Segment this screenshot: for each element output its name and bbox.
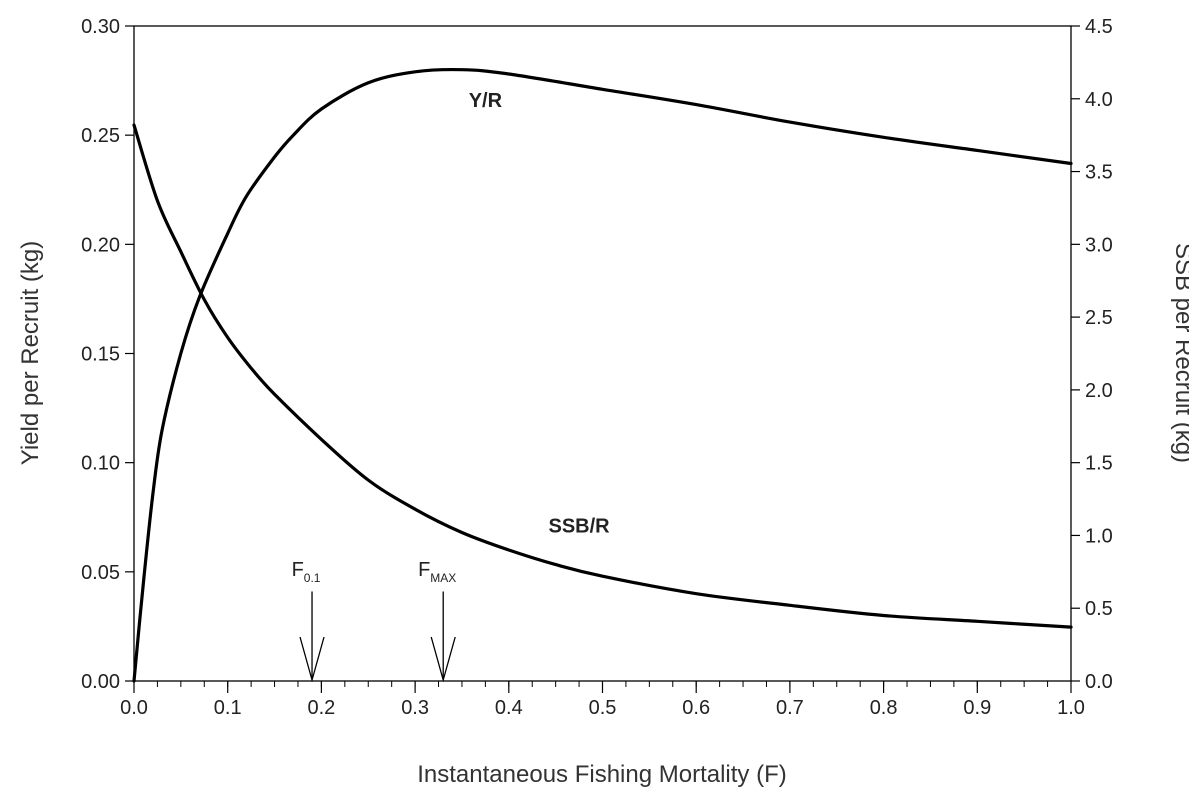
y-axis-title-right: SSB per Recruit (kg) [1170, 243, 1189, 463]
x-tick-label: 1.0 [1057, 697, 1085, 719]
y-left-tick-label: 0.15 [81, 344, 120, 366]
y-right-tick-label: 0.5 [1085, 598, 1113, 620]
y-right-tick-label: 2.5 [1085, 307, 1113, 329]
y-left-tick-label: 0.05 [81, 562, 120, 584]
y-right-tick-label: 4.0 [1085, 89, 1113, 111]
y-right-tick-label: 3.0 [1085, 234, 1113, 256]
arrow-head [299, 636, 325, 683]
ssbr-series-line [132, 123, 1073, 629]
y-left-tick-label: 0.25 [81, 125, 120, 147]
x-tick-label: 0.8 [870, 697, 898, 719]
f01-marker: F0.1 [292, 559, 325, 683]
reference-point-label: F0.1 [292, 559, 321, 585]
y-left-tick-label: 0.20 [81, 234, 120, 256]
ssbr-series-label: SSB/R [549, 516, 611, 538]
y-right-tick-label: 4.5 [1085, 16, 1113, 38]
x-tick-label: 0.1 [214, 697, 242, 719]
y-right-tick-label: 2.0 [1085, 380, 1113, 402]
y-right-tick-label: 1.0 [1085, 525, 1113, 547]
x-tick-label: 0.5 [589, 697, 617, 719]
y-right-tick-label: 1.5 [1085, 453, 1113, 475]
x-axis-title: Instantaneous Fishing Mortality (F) [417, 761, 786, 788]
x-tick-label: 0.0 [120, 697, 148, 719]
y-right-tick-label: 0.0 [1085, 671, 1113, 693]
y-left-tick-label: 0.00 [81, 671, 120, 693]
y-left-tick-label: 0.30 [81, 16, 120, 38]
y-left-tick-label: 0.10 [81, 453, 120, 475]
yr-series-label: Y/R [469, 90, 503, 112]
arrow-head [430, 636, 456, 683]
y-axis-title-left: Yield per Recruit (kg) [17, 241, 44, 466]
annotations: F0.1 FMAX [292, 559, 456, 683]
series-labels: Y/R SSB/R [469, 90, 610, 538]
y-right-tick-label: 3.5 [1085, 162, 1113, 184]
fmax-marker: FMAX [418, 559, 456, 683]
x-tick-label: 0.7 [776, 697, 804, 719]
reference-point-subscript: 0.1 [304, 571, 321, 585]
x-tick-label: 0.2 [307, 697, 335, 719]
x-tick-label: 0.9 [963, 697, 991, 719]
reference-point-subscript: MAX [430, 571, 456, 585]
tick-labels: 0.0 0.1 0.2 0.3 0.4 0.5 0.6 0.7 0.8 0.9 1.00.000.0… [81, 16, 1113, 719]
x-tick-label: 0.6 [682, 697, 710, 719]
x-tick-label: 0.3 [401, 697, 429, 719]
series-lines [132, 67, 1073, 683]
x-tick-label: 0.4 [495, 697, 523, 719]
tick-marks [125, 25, 1080, 693]
plot-frame [133, 25, 1072, 682]
reference-point-label: FMAX [418, 559, 456, 585]
yr-series-line [132, 67, 1073, 683]
